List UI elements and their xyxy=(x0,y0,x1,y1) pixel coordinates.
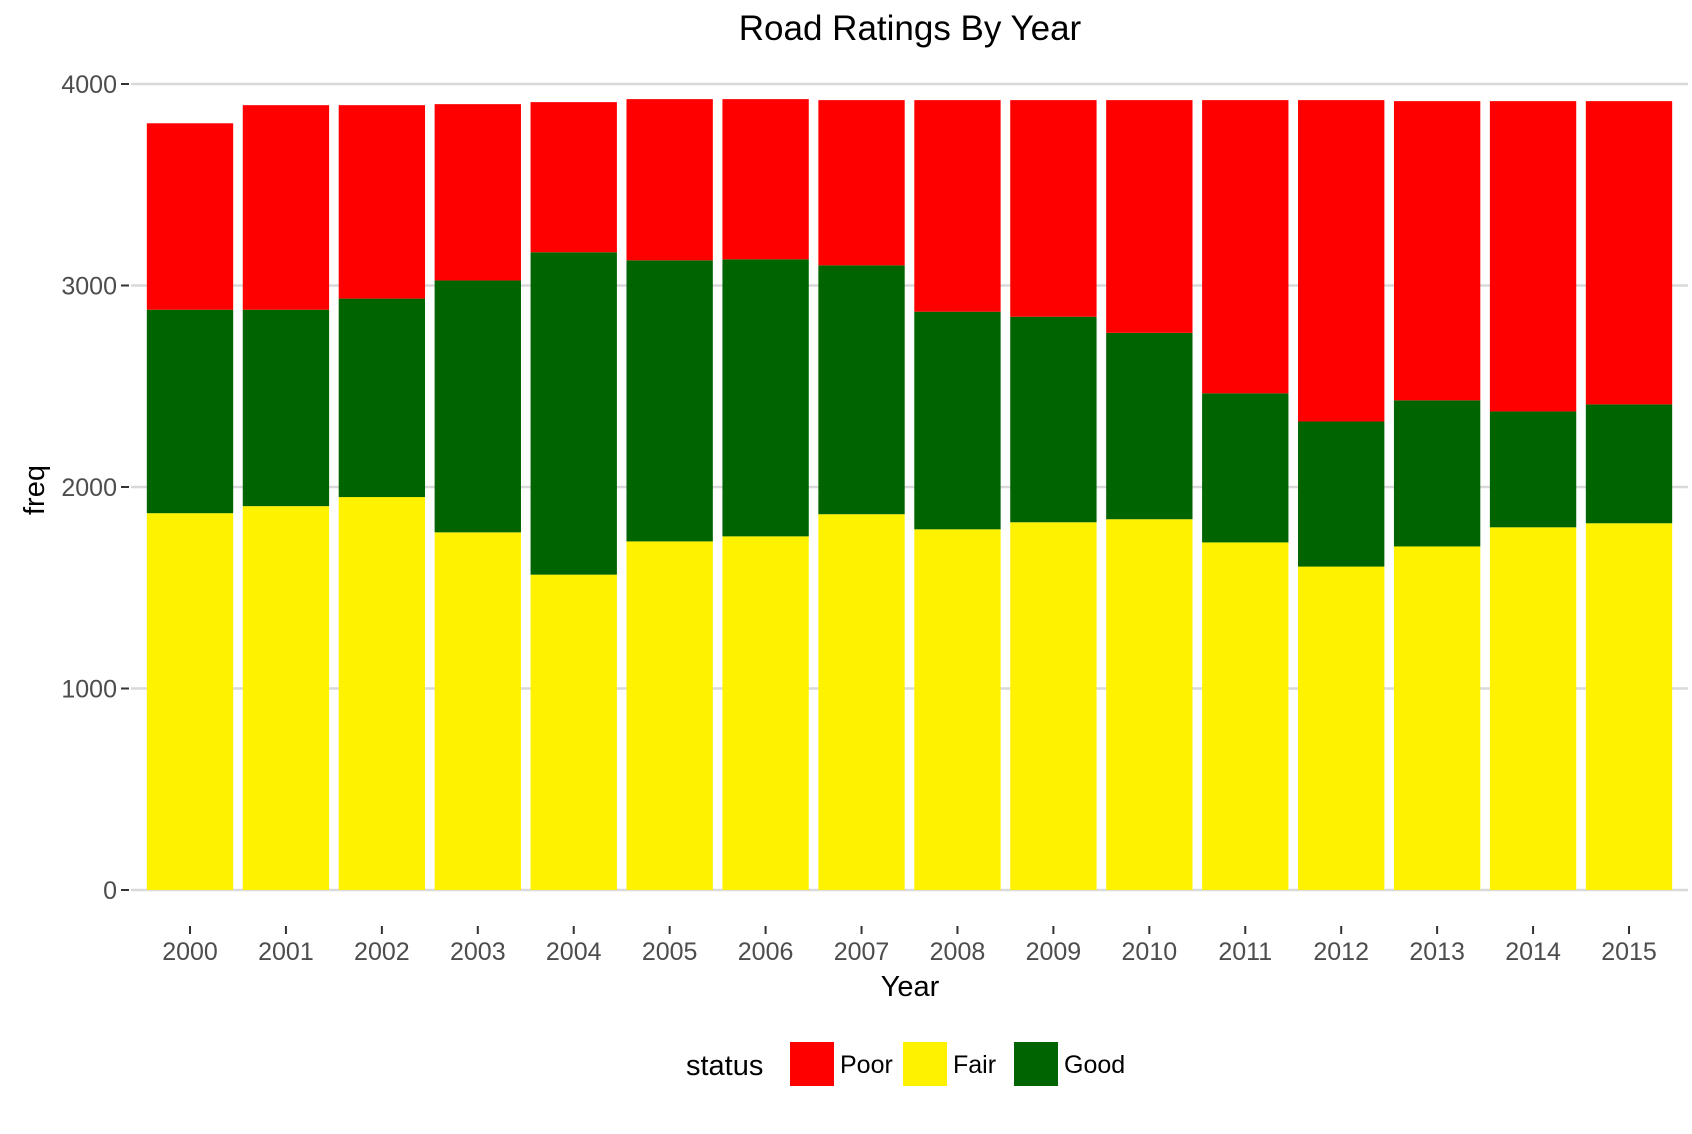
x-axis: 2000 2001 2002 2003 2004 2005 2006 2007 2008 2009… xyxy=(162,926,1657,966)
bar-segment-fair xyxy=(1010,522,1097,890)
x-tick-label: 2012 xyxy=(1313,938,1369,966)
chart-title: Road Ratings By Year xyxy=(739,9,1082,48)
bar-segment-fair xyxy=(338,497,426,890)
bar-segment-poor xyxy=(1585,101,1673,405)
legend-label-fair: Fair xyxy=(953,1051,996,1079)
bar-segment-poor xyxy=(626,99,713,261)
bar-segment-good xyxy=(1010,316,1097,523)
bar-segment-poor xyxy=(338,105,426,299)
bar-segment-good xyxy=(914,311,1001,530)
bar-segment-fair xyxy=(1202,542,1289,890)
y-tick-label: 0 xyxy=(103,877,117,905)
bar-segment-poor xyxy=(530,102,617,253)
x-tick-label: 2007 xyxy=(834,938,890,966)
bar-segment-good xyxy=(1393,400,1481,547)
bar-segment-poor xyxy=(1298,100,1385,422)
bar-segment-fair xyxy=(146,513,234,890)
bar-segment-good xyxy=(626,260,713,542)
bar-segment-fair xyxy=(722,536,809,890)
bar-segment-fair xyxy=(1585,523,1673,890)
legend-swatch-fair xyxy=(903,1042,947,1086)
bar-segment-poor xyxy=(1010,100,1097,317)
y-tick-label: 4000 xyxy=(61,71,117,99)
bar-segment-fair xyxy=(530,574,617,890)
bar-segment-good xyxy=(338,298,426,498)
bar-segment-good xyxy=(1489,411,1577,528)
bar-segment-poor xyxy=(434,104,521,281)
x-tick-label: 2013 xyxy=(1409,938,1465,966)
x-tick-label: 2005 xyxy=(642,938,698,966)
y-axis-title: freq xyxy=(19,465,51,515)
legend-swatch-good xyxy=(1014,1042,1058,1086)
x-tick-label: 2011 xyxy=(1218,938,1272,966)
bar-segment-poor xyxy=(1106,100,1193,333)
x-tick-label: 2015 xyxy=(1601,938,1657,966)
bar-segment-good xyxy=(242,309,330,507)
bar-segment-good xyxy=(1585,404,1673,524)
bar-segment-good xyxy=(1202,393,1289,543)
x-tick-label: 2006 xyxy=(738,938,794,966)
y-tick-label: 2000 xyxy=(61,474,117,502)
bar-segment-good xyxy=(818,265,905,515)
y-tick-label: 3000 xyxy=(61,273,117,301)
legend-label-good: Good xyxy=(1064,1051,1125,1079)
bar-segment-fair xyxy=(626,541,713,890)
bar-segment-poor xyxy=(146,123,234,310)
legend-title: status xyxy=(686,1050,763,1082)
bar-segment-good xyxy=(146,309,234,514)
bar-segment-fair xyxy=(914,529,1001,890)
bar-segment-poor xyxy=(242,105,330,310)
bar-segment-fair xyxy=(1298,566,1385,890)
bars xyxy=(146,99,1673,890)
x-tick-label: 2014 xyxy=(1505,938,1561,966)
legend-swatch-poor xyxy=(790,1042,834,1086)
bar-segment-good xyxy=(1298,421,1385,567)
x-tick-label: 2002 xyxy=(354,938,410,966)
x-tick-label: 2008 xyxy=(930,938,986,966)
bar-segment-good xyxy=(434,280,521,533)
bar-segment-good xyxy=(1106,332,1193,520)
bar-segment-fair xyxy=(1106,519,1193,890)
bar-segment-fair xyxy=(818,514,905,890)
bar-segment-fair xyxy=(434,532,521,890)
legend: status Poor Fair Good xyxy=(686,1042,1125,1086)
x-tick-label: 2004 xyxy=(546,938,602,966)
y-axis: 0 1000 2000 3000 4000 xyxy=(61,71,129,905)
y-tick-label: 1000 xyxy=(61,676,117,704)
bar-segment-poor xyxy=(1393,101,1481,401)
x-tick-label: 2003 xyxy=(450,938,506,966)
bar-segment-poor xyxy=(722,99,809,260)
bar-segment-fair xyxy=(1489,527,1577,890)
legend-label-poor: Poor xyxy=(840,1051,893,1079)
x-tick-label: 2010 xyxy=(1122,938,1178,966)
bar-segment-fair xyxy=(242,506,330,890)
bar-segment-good xyxy=(722,259,809,537)
x-tick-label: 2009 xyxy=(1026,938,1082,966)
bar-segment-poor xyxy=(1202,100,1289,394)
x-tick-label: 2001 xyxy=(258,938,314,966)
x-tick-label: 2000 xyxy=(162,938,218,966)
bar-segment-good xyxy=(530,252,617,575)
x-axis-title: Year xyxy=(881,971,940,1003)
bar-segment-poor xyxy=(818,100,905,266)
bar-segment-fair xyxy=(1393,546,1481,890)
bar-segment-poor xyxy=(1489,101,1577,412)
bar-segment-poor xyxy=(914,100,1001,312)
